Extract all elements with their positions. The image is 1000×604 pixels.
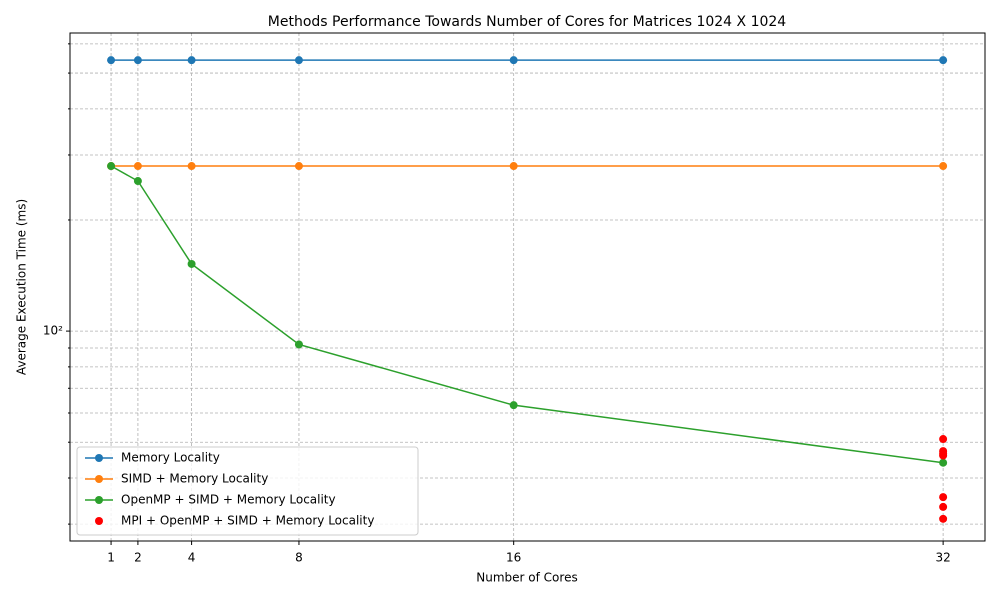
legend-label: MPI + OpenMP + SIMD + Memory Locality (121, 514, 374, 528)
line-marker (107, 56, 116, 65)
line-marker (509, 56, 518, 65)
line-marker (294, 340, 303, 349)
legend-label: Memory Locality (121, 451, 220, 465)
y-axis-label: Average Execution Time (ms) (15, 199, 29, 375)
legend-marker (95, 475, 103, 483)
line-marker (509, 401, 518, 410)
line-marker (939, 56, 948, 65)
line-marker (187, 162, 196, 171)
line-marker (187, 259, 196, 268)
series-line (110, 165, 944, 464)
x-tick-label: 16 (506, 551, 521, 565)
scatter-point (939, 502, 948, 511)
x-tick-label: 32 (935, 551, 950, 565)
scatter-point (939, 451, 948, 460)
scatter-point (939, 435, 948, 444)
line-marker (939, 458, 948, 467)
scatter-point (939, 514, 948, 523)
x-axis-label: Number of Cores (476, 571, 577, 585)
legend-label: SIMD + Memory Locality (121, 472, 268, 486)
legend-marker (95, 517, 103, 525)
line-marker (133, 177, 142, 186)
x-tick-label: 1 (107, 551, 115, 565)
x-tick-label: 2 (134, 551, 142, 565)
legend-box (76, 446, 419, 536)
legend-marker (95, 454, 103, 462)
line-marker (187, 56, 196, 65)
line-marker (939, 162, 948, 171)
line-marker (509, 162, 518, 171)
line-marker (133, 162, 142, 171)
legend-marker (95, 496, 103, 504)
x-tick-label: 8 (295, 551, 303, 565)
x-tick-label: 4 (188, 551, 196, 565)
legend: Memory Locality SIMD + Memory Locality Ope… (76, 446, 419, 536)
chart-title: Methods Performance Towards Number of Co… (268, 14, 786, 30)
y-tick-label: 10² (43, 324, 63, 338)
legend-label: OpenMP + SIMD + Memory Locality (121, 493, 336, 507)
line-marker (107, 162, 116, 171)
plot-frame (69, 32, 986, 542)
line-marker (133, 56, 142, 65)
line-marker (294, 56, 303, 65)
line-marker (294, 162, 303, 171)
scatter-point (939, 493, 948, 502)
